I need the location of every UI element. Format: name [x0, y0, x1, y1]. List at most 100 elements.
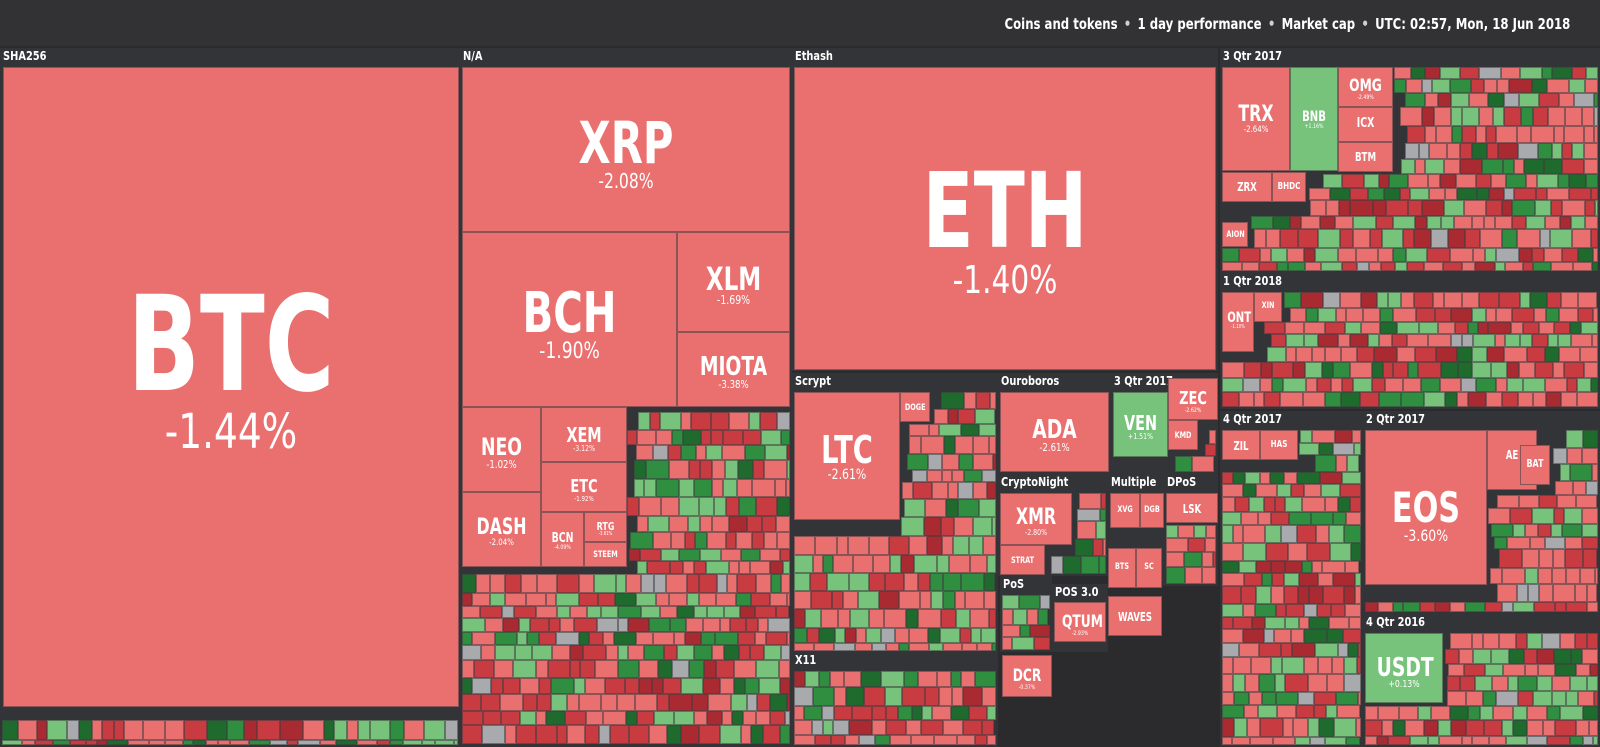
minor-coin-tile[interactable] — [1562, 143, 1572, 159]
minor-coin-tile[interactable] — [1270, 472, 1284, 484]
minor-coin-tile[interactable] — [1527, 706, 1547, 720]
minor-coin-tile[interactable] — [1493, 107, 1504, 126]
minor-coin-tile[interactable] — [1403, 602, 1420, 612]
minor-coin-tile[interactable] — [1434, 107, 1451, 126]
minor-coin-tile[interactable] — [732, 711, 743, 725]
minor-coin-tile[interactable] — [1504, 107, 1521, 126]
minor-coin-tile[interactable] — [505, 725, 516, 744]
minor-coin-tile[interactable] — [1451, 720, 1466, 736]
minor-coin-tile[interactable] — [567, 725, 585, 744]
minor-coin-tile[interactable] — [904, 499, 925, 517]
minor-coin-tile[interactable] — [1311, 512, 1333, 525]
minor-coin-tile[interactable] — [1357, 657, 1361, 674]
minor-coin-tile[interactable] — [1491, 649, 1509, 664]
minor-coin-tile[interactable] — [1537, 174, 1558, 188]
minor-coin-tile[interactable] — [648, 516, 669, 532]
minor-coin-tile[interactable] — [703, 678, 720, 694]
minor-coin-tile[interactable] — [1286, 334, 1304, 347]
minor-coin-tile[interactable] — [1286, 604, 1304, 617]
minor-coin-tile[interactable] — [1595, 568, 1598, 584]
minor-coin-tile[interactable] — [1586, 67, 1598, 79]
minor-coin-tile[interactable] — [845, 628, 856, 643]
minor-coin-tile[interactable] — [984, 573, 995, 591]
minor-coin-tile[interactable] — [1560, 464, 1570, 481]
minor-coin-tile[interactable] — [911, 735, 934, 745]
minor-coin-tile[interactable] — [776, 516, 790, 532]
minor-coin-tile[interactable] — [1583, 430, 1598, 448]
minor-coin-tile[interactable] — [912, 706, 922, 720]
minor-coin-tile[interactable] — [1517, 229, 1540, 248]
minor-coin-tile[interactable] — [932, 482, 948, 499]
minor-coin-tile[interactable] — [1235, 497, 1249, 512]
minor-coin-tile[interactable] — [1331, 378, 1342, 392]
minor-coin-tile[interactable] — [1297, 525, 1316, 543]
minor-coin-tile[interactable] — [650, 412, 660, 430]
coin-tile-bnb[interactable]: BNB +1.16% — [1290, 67, 1338, 171]
minor-coin-tile[interactable] — [694, 479, 712, 497]
minor-coin-tile[interactable] — [902, 482, 913, 499]
minor-coin-tile[interactable] — [1239, 392, 1254, 407]
minor-coin-tile[interactable] — [1425, 159, 1444, 174]
minor-coin-tile[interactable] — [1099, 556, 1106, 574]
minor-coin-tile[interactable] — [462, 694, 481, 711]
minor-coin-tile[interactable] — [781, 574, 790, 593]
minor-coin-tile[interactable] — [1543, 720, 1555, 736]
minor-coin-tile[interactable] — [1245, 674, 1259, 692]
minor-coin-tile[interactable] — [1309, 617, 1329, 629]
minor-coin-tile[interactable] — [844, 671, 861, 687]
minor-coin-tile[interactable] — [904, 573, 918, 591]
minor-coin-tile[interactable] — [694, 711, 707, 725]
minor-coin-tile[interactable] — [831, 735, 845, 745]
minor-coin-tile[interactable] — [942, 470, 952, 482]
minor-coin-tile[interactable] — [1287, 248, 1304, 262]
minor-coin-tile[interactable] — [1325, 497, 1338, 512]
minor-coin-tile[interactable] — [679, 549, 700, 561]
minor-coin-tile[interactable] — [615, 593, 636, 606]
minor-coin-tile[interactable] — [1535, 200, 1551, 216]
minor-coin-tile[interactable] — [755, 606, 776, 618]
minor-coin-tile[interactable] — [1002, 609, 1013, 625]
minor-coin-tile[interactable] — [1352, 430, 1361, 443]
minor-coin-tile[interactable] — [1345, 322, 1361, 334]
minor-coin-tile[interactable] — [1581, 322, 1598, 334]
minor-coin-tile[interactable] — [1385, 378, 1403, 392]
minor-coin-tile[interactable] — [1485, 602, 1502, 612]
minor-coin-tile[interactable] — [1254, 229, 1266, 248]
minor-coin-tile[interactable] — [1511, 322, 1523, 334]
minor-coin-tile[interactable] — [1319, 443, 1333, 455]
minor-coin-tile[interactable] — [701, 430, 711, 445]
minor-coin-tile[interactable] — [1194, 525, 1206, 538]
minor-coin-tile[interactable] — [1222, 705, 1244, 718]
minor-coin-tile[interactable] — [1291, 629, 1304, 643]
minor-coin-tile[interactable] — [565, 711, 586, 725]
minor-coin-tile[interactable] — [1329, 525, 1344, 543]
minor-coin-tile[interactable] — [1514, 159, 1524, 174]
minor-coin-tile[interactable] — [666, 574, 687, 593]
minor-coin-tile[interactable] — [501, 711, 520, 725]
minor-coin-tile[interactable] — [1302, 497, 1325, 512]
minor-coin-tile[interactable] — [1344, 586, 1355, 604]
minor-coin-tile[interactable] — [1301, 292, 1323, 308]
minor-coin-tile[interactable] — [445, 720, 458, 740]
minor-coin-tile[interactable] — [846, 687, 864, 706]
minor-coin-tile[interactable] — [1427, 216, 1441, 229]
minor-coin-tile[interactable] — [970, 609, 989, 628]
minor-coin-tile[interactable] — [1034, 637, 1050, 650]
minor-coin-tile[interactable] — [1166, 538, 1188, 552]
minor-coin-tile[interactable] — [1030, 625, 1050, 637]
minor-coin-tile[interactable] — [683, 561, 694, 574]
minor-coin-tile[interactable] — [1462, 262, 1475, 271]
minor-coin-tile[interactable] — [1275, 497, 1285, 512]
minor-coin-tile[interactable] — [1554, 508, 1564, 524]
minor-coin-tile[interactable] — [1222, 362, 1244, 378]
minor-coin-tile[interactable] — [834, 687, 846, 706]
minor-coin-tile[interactable] — [1495, 216, 1512, 229]
minor-coin-tile[interactable] — [1524, 649, 1537, 664]
minor-coin-tile[interactable] — [303, 720, 324, 740]
minor-coin-tile[interactable] — [1450, 79, 1471, 93]
minor-coin-tile[interactable] — [183, 740, 193, 745]
minor-coin-tile[interactable] — [546, 711, 565, 725]
minor-coin-tile[interactable] — [720, 678, 734, 694]
minor-coin-tile[interactable] — [1336, 455, 1347, 472]
minor-coin-tile[interactable] — [743, 430, 761, 445]
